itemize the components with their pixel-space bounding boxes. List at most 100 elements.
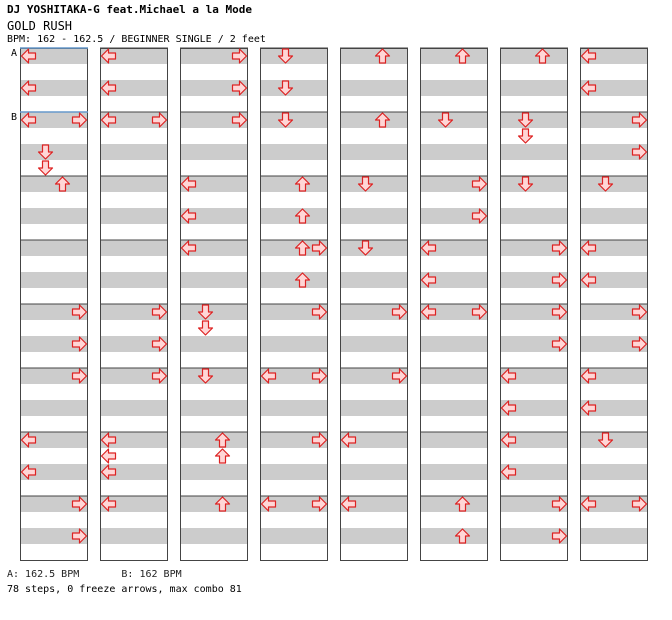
step-arrow-left-icon [100, 432, 117, 448]
step-arrow-down-icon [37, 144, 54, 160]
beat-stripe [580, 400, 648, 416]
beat-stripe [580, 240, 648, 256]
beat-stripe [500, 144, 568, 160]
step-arrow-right-icon [151, 304, 168, 320]
beat-stripe [260, 48, 328, 64]
beat-stripe [420, 176, 488, 192]
step-arrow-right-icon [551, 336, 568, 352]
step-arrow-left-icon [340, 496, 357, 512]
beat-stripe [500, 528, 568, 544]
beat-stripe [180, 368, 248, 384]
step-arrow-right-icon [311, 432, 328, 448]
beat-stripe [580, 464, 648, 480]
beat-stripe [260, 368, 328, 384]
beat-stripe [420, 432, 488, 448]
beat-stripe [20, 144, 88, 160]
chart-column [580, 48, 648, 561]
song-title: GOLD RUSH [7, 19, 73, 33]
step-arrow-left-icon [260, 368, 277, 384]
beat-stripe [500, 176, 568, 192]
beat-stripe [100, 304, 168, 320]
beat-stripe [260, 400, 328, 416]
beat-stripe [260, 432, 328, 448]
beat-stripe [180, 112, 248, 128]
step-arrow-right-icon [311, 368, 328, 384]
step-arrow-left-icon [580, 48, 597, 64]
beat-stripe [20, 48, 88, 64]
step-arrow-down-icon [37, 160, 54, 176]
beat-stripe [180, 176, 248, 192]
step-arrow-right-icon [391, 304, 408, 320]
step-arrow-left-icon [340, 432, 357, 448]
step-arrow-left-icon [420, 272, 437, 288]
beat-stripe [100, 528, 168, 544]
beat-stripe [100, 176, 168, 192]
beat-stripe [420, 336, 488, 352]
beat-stripe [260, 80, 328, 96]
step-arrow-left-icon [100, 48, 117, 64]
beat-stripe [340, 272, 408, 288]
step-arrow-down-icon [197, 320, 214, 336]
step-arrow-right-icon [231, 48, 248, 64]
beat-stripe [20, 304, 88, 320]
step-arrow-up-icon [214, 496, 231, 512]
beat-stripe [260, 464, 328, 480]
beat-stripe [180, 80, 248, 96]
beat-stripe [340, 48, 408, 64]
beat-stripe [180, 304, 248, 320]
beat-stripe [20, 80, 88, 96]
beat-stripe [580, 80, 648, 96]
beat-stripe [340, 400, 408, 416]
beat-stripe [100, 432, 168, 448]
beat-stripe [260, 496, 328, 512]
step-arrow-left-icon [100, 112, 117, 128]
step-arrow-left-icon [180, 208, 197, 224]
beat-stripe [500, 464, 568, 480]
step-arrow-right-icon [151, 112, 168, 128]
beat-stripe [580, 48, 648, 64]
step-arrow-left-icon [100, 448, 117, 464]
step-arrow-right-icon [311, 496, 328, 512]
step-arrow-up-icon [454, 528, 471, 544]
step-arrow-down-icon [277, 48, 294, 64]
beat-stripe [100, 80, 168, 96]
bpm-change-label: B [11, 112, 17, 123]
beat-stripe [500, 80, 568, 96]
beat-stripe [580, 304, 648, 320]
beat-stripe [340, 464, 408, 480]
beat-stripe [100, 496, 168, 512]
beat-stripe [580, 208, 648, 224]
step-arrow-down-icon [437, 112, 454, 128]
step-arrow-left-icon [580, 400, 597, 416]
beat-stripe [420, 272, 488, 288]
step-arrow-left-icon [500, 400, 517, 416]
step-arrow-left-icon [100, 464, 117, 480]
beat-stripe [180, 528, 248, 544]
beat-stripe [180, 496, 248, 512]
beat-stripe [340, 336, 408, 352]
beat-stripe [100, 144, 168, 160]
beat-stripe [180, 144, 248, 160]
step-arrow-right-icon [631, 144, 648, 160]
beat-stripe [100, 400, 168, 416]
beat-stripe [580, 112, 648, 128]
beat-stripe [580, 368, 648, 384]
beat-stripe [340, 304, 408, 320]
step-arrow-left-icon [580, 368, 597, 384]
beat-stripe [100, 240, 168, 256]
beat-stripe [100, 48, 168, 64]
beat-stripe [260, 144, 328, 160]
beat-stripe [580, 144, 648, 160]
beat-stripe [20, 208, 88, 224]
beat-stripe [420, 80, 488, 96]
beat-stripe [500, 496, 568, 512]
step-arrow-up-icon [294, 272, 311, 288]
bpm-legend-b: B: 162 BPM [121, 569, 182, 580]
step-arrow-down-icon [277, 80, 294, 96]
beat-stripe [420, 48, 488, 64]
beat-stripe [340, 240, 408, 256]
beat-stripe [260, 208, 328, 224]
beat-stripe [580, 336, 648, 352]
step-arrow-right-icon [631, 112, 648, 128]
step-arrow-right-icon [391, 368, 408, 384]
